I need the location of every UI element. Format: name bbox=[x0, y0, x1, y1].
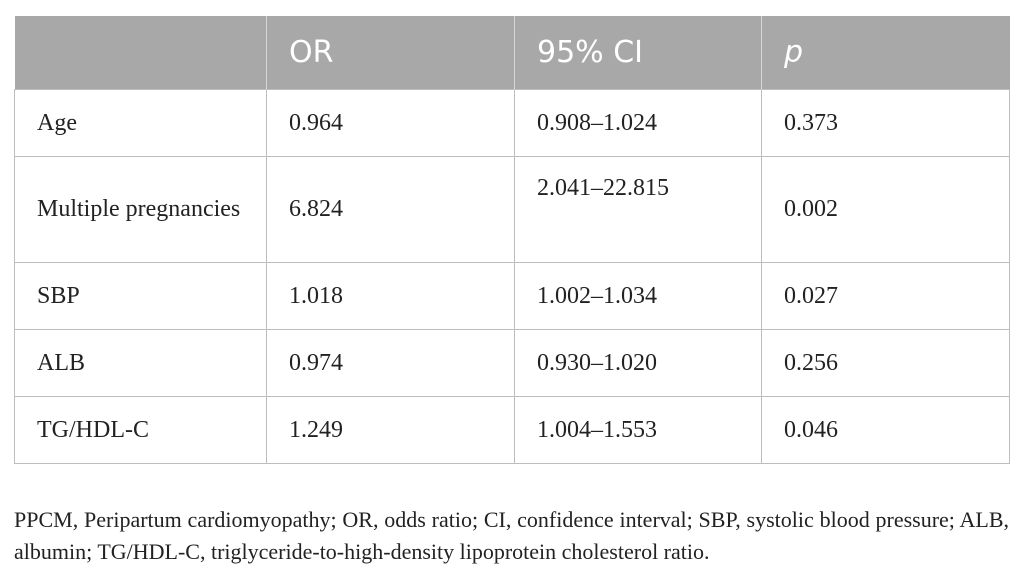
table-row: ALB 0.974 0.930–1.020 0.256 bbox=[14, 328, 1010, 397]
odds-ratio-table: OR 95% CI p Age 0.964 0.908–1.024 0.373 … bbox=[14, 16, 1010, 464]
cell-p: 0.002 bbox=[761, 155, 1010, 263]
cell-or: 1.018 bbox=[266, 261, 515, 330]
header-variable bbox=[15, 16, 267, 89]
cell-variable: ALB bbox=[14, 328, 267, 397]
table-row: SBP 1.018 1.002–1.034 0.027 bbox=[14, 261, 1010, 330]
cell-p: 0.027 bbox=[761, 261, 1010, 330]
cell-variable: Multiple pregnancies bbox=[14, 155, 267, 263]
table-row: Age 0.964 0.908–1.024 0.373 bbox=[14, 88, 1010, 157]
cell-or: 1.249 bbox=[266, 395, 515, 464]
table-header-row: OR 95% CI p bbox=[14, 16, 1010, 89]
cell-ci: 1.004–1.553 bbox=[514, 395, 762, 464]
cell-or: 0.964 bbox=[266, 88, 515, 157]
header-ci: 95% CI bbox=[514, 16, 762, 89]
header-p: p bbox=[761, 16, 1010, 89]
cell-ci: 1.002–1.034 bbox=[514, 261, 762, 330]
table-row: TG/HDL-C 1.249 1.004–1.553 0.046 bbox=[14, 395, 1010, 464]
table-footnote: PPCM, Peripartum cardiomyopathy; OR, odd… bbox=[14, 507, 1009, 564]
cell-ci: 2.041–22.815 bbox=[514, 155, 762, 263]
cell-or: 6.824 bbox=[266, 155, 515, 263]
table-row: Multiple pregnancies 6.824 2.041–22.815 … bbox=[14, 155, 1010, 263]
cell-or: 0.974 bbox=[266, 328, 515, 397]
results-table-container: OR 95% CI p Age 0.964 0.908–1.024 0.373 … bbox=[14, 16, 1010, 464]
cell-p: 0.256 bbox=[761, 328, 1010, 397]
cell-variable: SBP bbox=[14, 261, 267, 330]
cell-p: 0.046 bbox=[761, 395, 1010, 464]
cell-variable: Age bbox=[14, 88, 267, 157]
cell-ci: 0.908–1.024 bbox=[514, 88, 762, 157]
cell-ci: 0.930–1.020 bbox=[514, 328, 762, 397]
cell-p: 0.373 bbox=[761, 88, 1010, 157]
cell-variable: TG/HDL-C bbox=[14, 395, 267, 464]
header-or: OR bbox=[266, 16, 515, 89]
